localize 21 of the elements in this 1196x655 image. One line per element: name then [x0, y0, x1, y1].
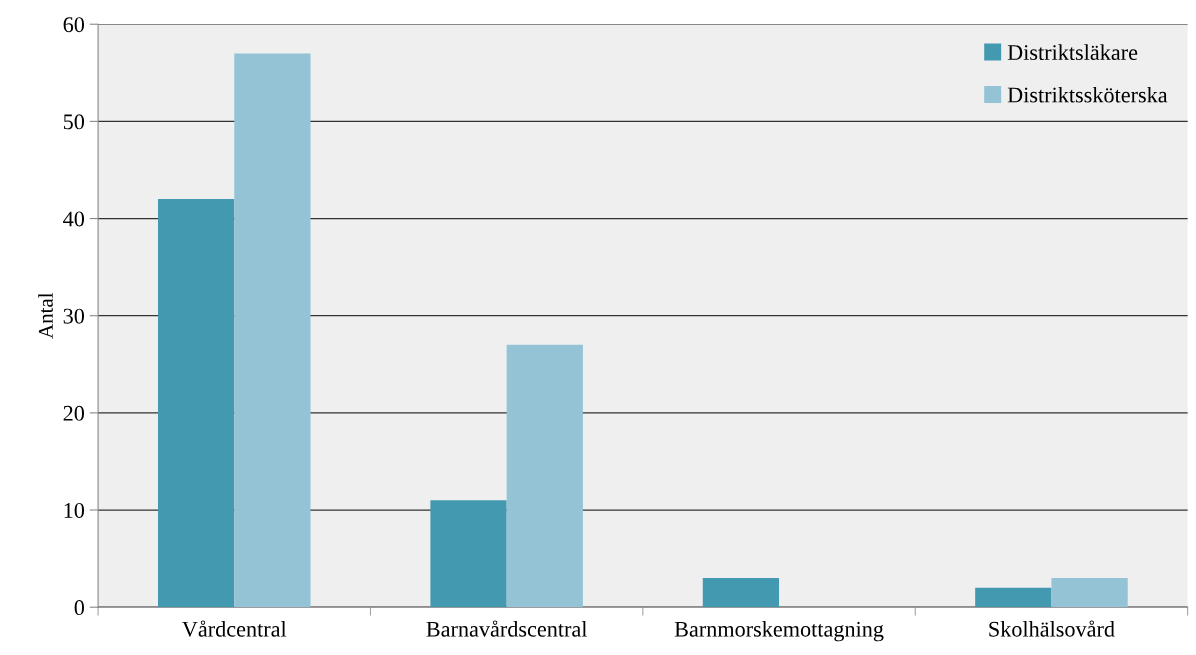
y-tick-label: 30	[63, 308, 85, 324]
bar	[158, 199, 235, 608]
y-tick-label: 0	[74, 600, 85, 616]
y-tick-label: 10	[64, 502, 85, 518]
x-tick-label: Vårdcentral	[182, 620, 287, 637]
y-axis-title: Antal	[38, 292, 53, 339]
bar	[1051, 578, 1128, 608]
y-tick-label: 40	[63, 211, 85, 227]
y-tick-label: 60	[63, 17, 85, 33]
bar	[506, 344, 583, 608]
x-tick-label: Skolhälsovård	[989, 620, 1115, 637]
y-tick-label: 50	[63, 114, 85, 130]
bar	[975, 587, 1052, 608]
y-tick-label: 20	[63, 405, 85, 421]
legend-label: Distriktssköterska	[1007, 86, 1168, 103]
legend-label: Distriktsläkare	[1007, 44, 1138, 61]
bar	[430, 500, 507, 608]
bar	[234, 53, 311, 608]
x-tick-label: Barnavårdscentral	[426, 620, 588, 637]
bar	[702, 578, 780, 608]
x-tick-label: Barnmorskemottagning	[674, 621, 884, 642]
